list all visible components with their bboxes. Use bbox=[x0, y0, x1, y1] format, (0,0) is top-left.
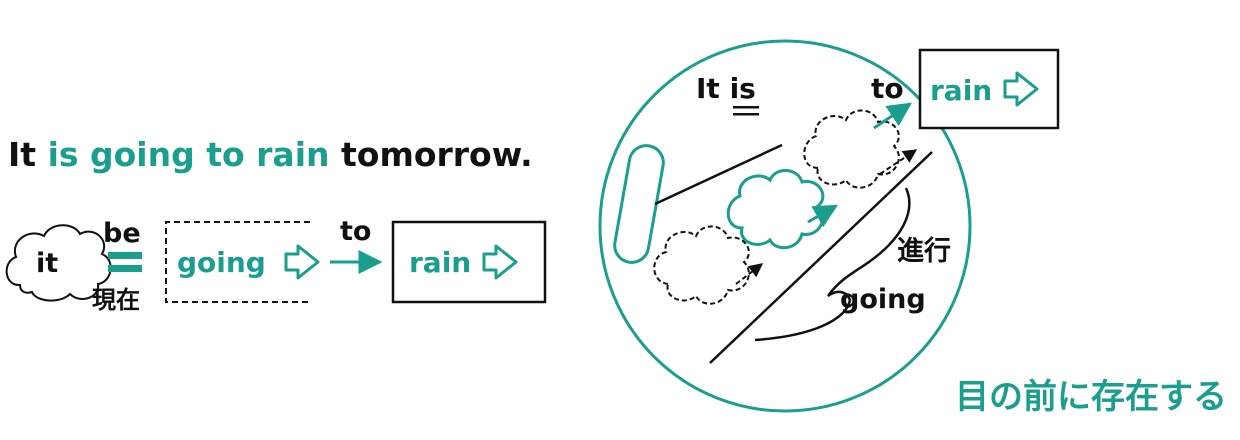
left-rain-label: rain bbox=[409, 246, 471, 279]
right-going-label: going bbox=[840, 284, 926, 315]
going-label: going bbox=[177, 246, 266, 279]
future-dashed-arrow bbox=[879, 149, 918, 175]
upper-diagonal-line bbox=[654, 143, 783, 206]
sentence-tail: tomorrow bbox=[341, 135, 522, 174]
it-is-label: It is bbox=[696, 72, 756, 105]
it-label: it bbox=[36, 248, 58, 279]
lower-diagonal-line bbox=[709, 151, 933, 364]
future-cloud-shape bbox=[803, 109, 900, 189]
past-dashed-arrow bbox=[735, 263, 764, 285]
left-diagram: it be 現在 going to rain bbox=[5, 216, 547, 314]
progressive-label: 進行 bbox=[897, 235, 951, 267]
future-teal-arrow bbox=[873, 102, 912, 130]
present-cloud-shape bbox=[726, 169, 825, 250]
left-rain-open-arrow-icon bbox=[482, 244, 518, 280]
present-teal-arrow bbox=[807, 204, 839, 228]
it-is-prefix: It bbox=[696, 72, 730, 105]
left-rain-box bbox=[391, 220, 547, 304]
right-rain-open-arrow-icon bbox=[1003, 71, 1039, 107]
right-to-label: to bbox=[871, 72, 904, 105]
sentence-highlight: is going to rain bbox=[48, 135, 330, 174]
sentence-subject: It bbox=[8, 135, 36, 174]
equals-bar-top bbox=[108, 252, 142, 259]
sentence-period: . bbox=[520, 135, 533, 174]
going-dashed-box bbox=[165, 221, 310, 303]
it-cloud-shape bbox=[5, 224, 112, 302]
curly-brace bbox=[754, 187, 911, 342]
caption-exists-before-eyes: 目の前に存在する bbox=[955, 377, 1227, 417]
left-to-label: to bbox=[340, 216, 371, 247]
going-open-arrow-icon bbox=[284, 244, 320, 280]
is-equals-bar-bottom bbox=[733, 113, 759, 116]
it-is-verb: is bbox=[730, 72, 756, 105]
is-equals-bar-top bbox=[733, 106, 759, 109]
right-diagram: It is to rain 進行 going bbox=[598, 39, 1060, 413]
example-sentence: It is going to rain tomorrow. bbox=[8, 135, 533, 174]
past-cloud-shape bbox=[653, 225, 750, 305]
right-rain-label: rain bbox=[930, 74, 992, 107]
present-label: 現在 bbox=[92, 286, 140, 314]
be-label: be bbox=[103, 218, 141, 249]
equals-bar-bottom bbox=[108, 265, 142, 272]
capsule-shape bbox=[613, 144, 665, 264]
